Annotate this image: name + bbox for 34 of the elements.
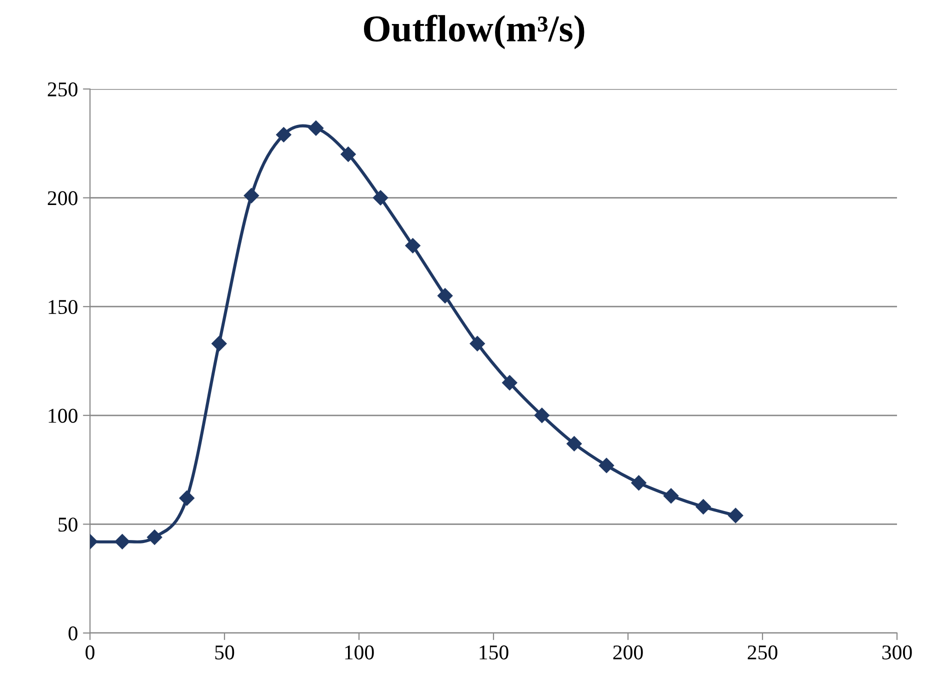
y-tick-label: 150 bbox=[48, 300, 78, 314]
point bbox=[244, 188, 259, 204]
point bbox=[276, 127, 292, 142]
point bbox=[212, 336, 227, 352]
point bbox=[405, 238, 420, 254]
x-tick-label: 250 bbox=[748, 645, 778, 660]
point bbox=[372, 190, 388, 206]
point bbox=[308, 120, 324, 136]
x-tick-label: 200 bbox=[613, 645, 643, 660]
point bbox=[470, 336, 485, 352]
point bbox=[663, 488, 679, 504]
point bbox=[696, 499, 711, 514]
y-tick-label: 200 bbox=[48, 191, 78, 206]
x-tick-label: 50 bbox=[215, 645, 234, 660]
x-tick-label: 0 bbox=[86, 645, 94, 660]
point bbox=[534, 408, 550, 423]
point bbox=[631, 475, 646, 490]
y-tick-label: 0 bbox=[68, 626, 78, 640]
y-tick-label: 100 bbox=[48, 408, 78, 423]
point bbox=[114, 534, 130, 550]
point bbox=[146, 530, 162, 545]
point bbox=[438, 288, 453, 304]
y-tick-label: 50 bbox=[58, 518, 78, 532]
y-tick-label: 250 bbox=[48, 82, 78, 96]
x-tick-label: 100 bbox=[345, 645, 374, 660]
point bbox=[598, 458, 614, 474]
x-tick-label: 150 bbox=[480, 645, 508, 660]
point bbox=[502, 375, 518, 390]
point bbox=[728, 508, 744, 524]
point bbox=[340, 146, 356, 162]
x-tick-label: 300 bbox=[882, 645, 912, 660]
chart-title: Outflow(m³/s) bbox=[364, 14, 584, 50]
point bbox=[566, 436, 582, 452]
point bbox=[179, 490, 194, 506]
